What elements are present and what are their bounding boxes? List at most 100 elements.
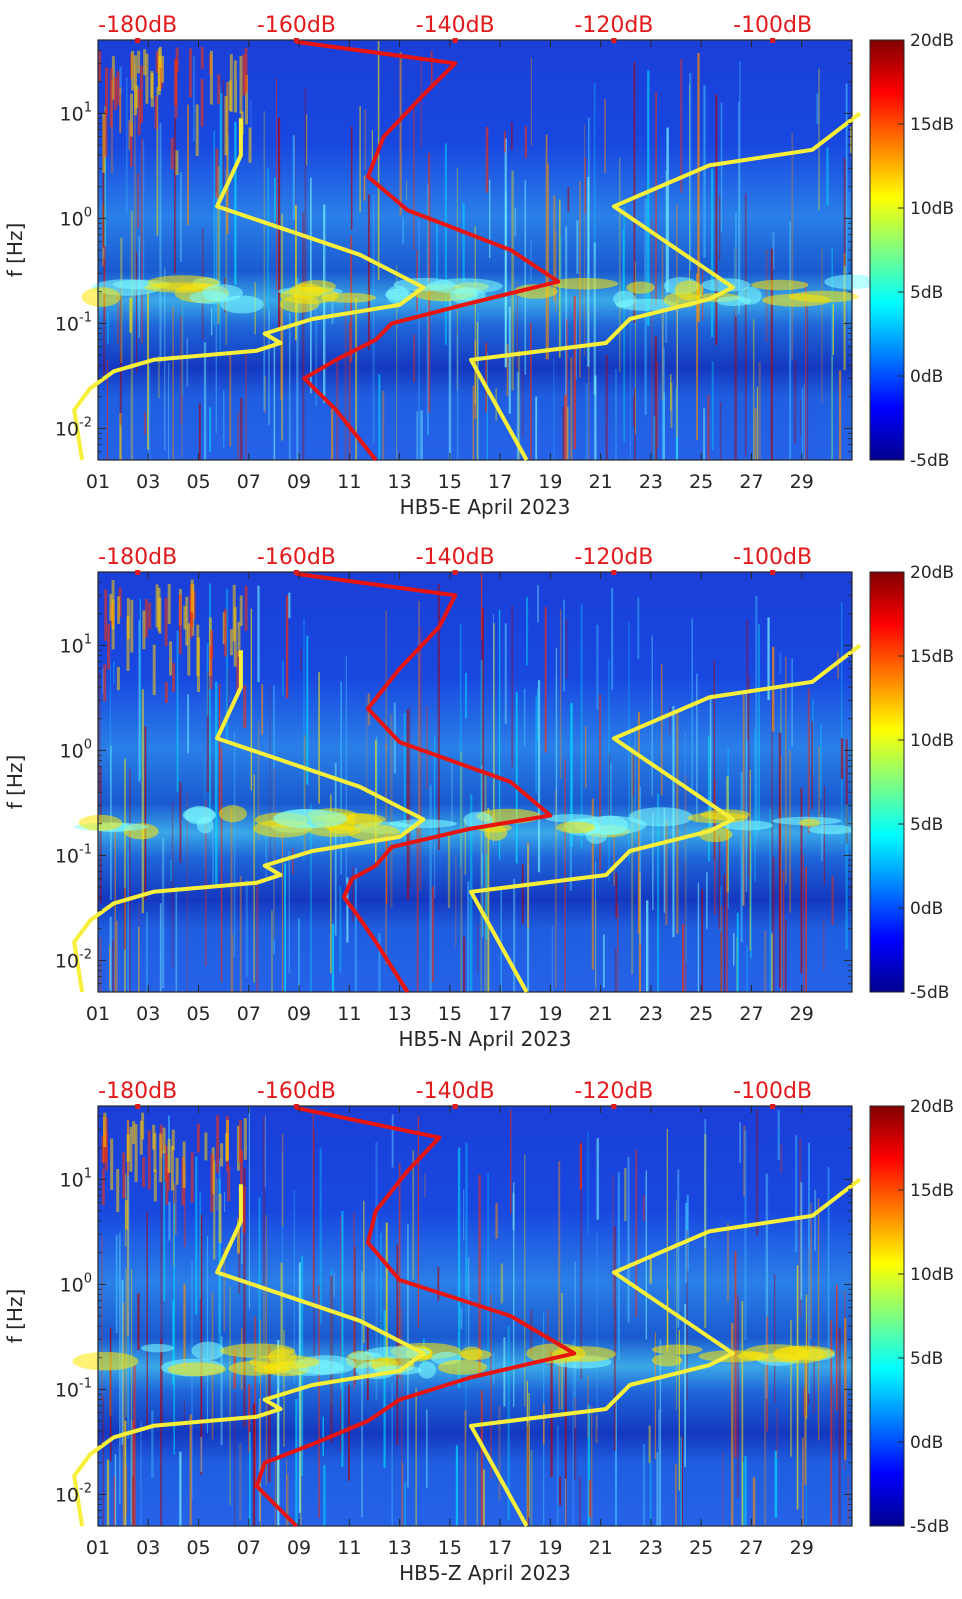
streak (504, 623, 507, 724)
warm-patch (165, 1155, 169, 1205)
streak (526, 1380, 528, 1526)
streak (558, 1160, 561, 1410)
top-db-label: -140dB (416, 1079, 495, 1104)
streak (250, 608, 252, 791)
streak (696, 273, 698, 441)
low-noise-model-curve (72, 650, 426, 993)
streak (677, 1169, 680, 1328)
band-blob (773, 1345, 836, 1361)
warm-patch (190, 1152, 194, 1203)
streak (500, 888, 502, 992)
streak (315, 296, 318, 407)
streak (124, 1420, 127, 1526)
streak (656, 361, 659, 449)
streak (404, 1481, 406, 1526)
warm-patch (170, 1145, 174, 1191)
streak (131, 1476, 134, 1526)
streak (808, 1142, 810, 1394)
streak (331, 408, 334, 460)
streak (802, 854, 804, 992)
streak (304, 88, 307, 314)
streak (313, 1129, 315, 1373)
streak (480, 1390, 483, 1526)
streak (102, 118, 105, 248)
streak (739, 1122, 741, 1163)
streak (209, 407, 211, 452)
streak (292, 135, 296, 220)
streak (681, 1436, 683, 1526)
streak (258, 1197, 261, 1383)
streak (588, 304, 590, 460)
streak (734, 247, 737, 460)
streak (323, 1465, 326, 1526)
streak (302, 212, 305, 460)
warm-patch (145, 53, 149, 104)
warm-patch (225, 1133, 229, 1162)
streak (718, 835, 721, 930)
streak (117, 282, 119, 345)
streak (460, 751, 463, 992)
band-blob (701, 278, 751, 292)
warm-patch (130, 93, 133, 137)
x-tick-label: 17 (488, 1003, 512, 1025)
streak (492, 614, 494, 846)
streak (524, 180, 527, 375)
streak (340, 1359, 342, 1390)
streak (142, 140, 145, 295)
streak (556, 1425, 559, 1526)
streak (782, 870, 785, 991)
band-blob (808, 824, 855, 835)
streak (145, 912, 148, 992)
top-db-label: -140dB (416, 545, 495, 570)
streak (375, 739, 377, 863)
streak (511, 170, 514, 391)
warm-patch (236, 1125, 240, 1171)
streak (426, 706, 428, 790)
streak (256, 882, 259, 992)
warm-patch (218, 1193, 222, 1244)
warm-patch (110, 1138, 114, 1190)
streak (463, 1189, 465, 1241)
streak (274, 1457, 277, 1526)
streak (348, 322, 351, 460)
x-tick-label: 07 (237, 1003, 261, 1025)
streak (220, 1336, 223, 1445)
band-blob (586, 827, 607, 844)
streak (174, 118, 176, 274)
streak (791, 658, 793, 747)
x-tick-label: 17 (488, 471, 512, 493)
streak (187, 104, 189, 226)
band-blob (722, 820, 773, 831)
streak (264, 1115, 266, 1188)
warm-patch (229, 54, 233, 112)
y-tick-label: 10-1 (55, 1376, 92, 1401)
streak (628, 622, 630, 863)
streak (632, 751, 635, 796)
colorbar-label: 5dB (910, 1349, 943, 1369)
streak (206, 672, 209, 793)
streak (176, 630, 179, 792)
streak (350, 126, 353, 230)
streak (193, 56, 195, 142)
streak (161, 838, 165, 989)
streak (594, 375, 597, 460)
streak (130, 210, 134, 460)
streak (285, 1459, 288, 1526)
warm-patch (147, 1130, 151, 1190)
streak (508, 306, 511, 414)
streak (832, 303, 834, 355)
streak (239, 1443, 242, 1521)
x-tick-label: 15 (438, 471, 462, 493)
warm-patch (134, 1124, 138, 1182)
streak (814, 1189, 817, 1251)
microseism-band (72, 1112, 836, 1380)
streak (666, 1289, 669, 1349)
x-tick-label: 09 (287, 1003, 311, 1025)
streak (639, 786, 642, 944)
streak (752, 319, 755, 460)
warm-patch (125, 1200, 129, 1230)
streak (596, 1232, 598, 1429)
streak (801, 387, 803, 460)
streak (282, 661, 284, 696)
warm-patch (101, 1168, 105, 1206)
